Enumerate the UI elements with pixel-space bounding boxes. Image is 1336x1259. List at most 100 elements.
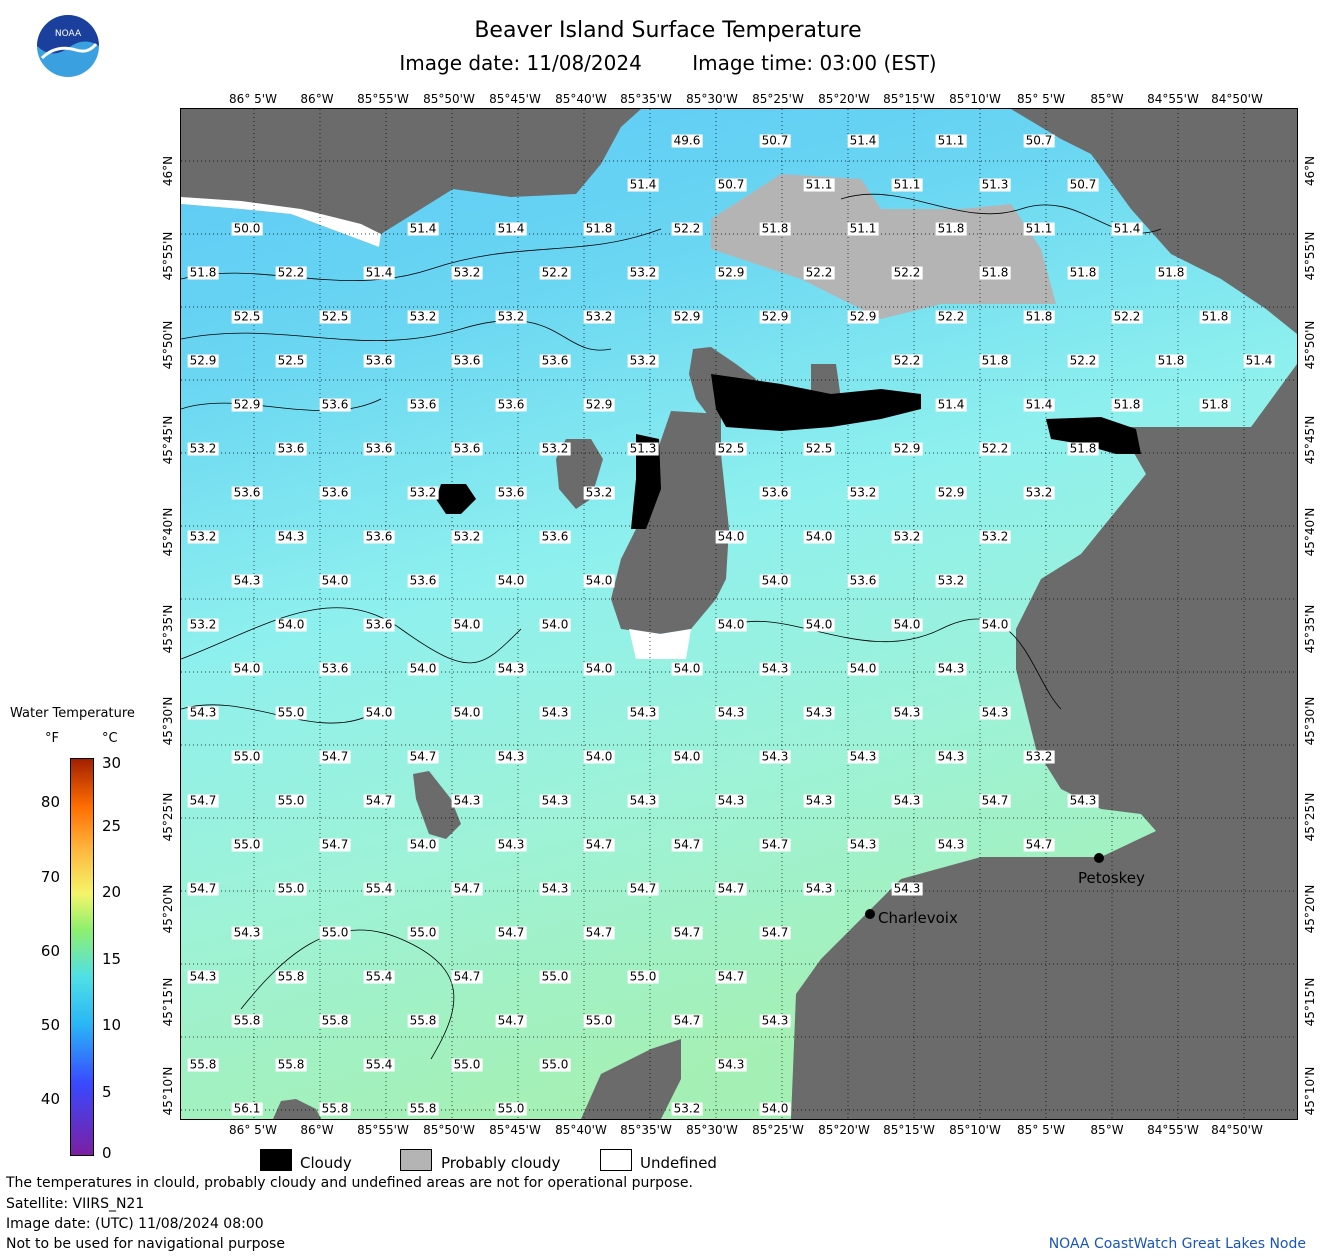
latitude-tick-label: 46°N <box>1303 155 1317 187</box>
temperature-value: 51.8 <box>935 221 967 236</box>
longitude-tick-label: 85°30'W <box>686 92 738 106</box>
temperature-value: 54.3 <box>1067 793 1099 808</box>
temperature-value: 54.7 <box>363 793 395 808</box>
longitude-tick-label: 85°55'W <box>357 92 409 106</box>
key-label-undefined: Undefined <box>640 1154 717 1172</box>
city-label-charlevoix: Charlevoix <box>878 909 958 927</box>
legend-unit-fahrenheit: °F <box>45 731 59 746</box>
temperature-value: 54.7 <box>583 837 615 852</box>
temperature-value: 54.0 <box>803 529 835 544</box>
temperature-value: 53.6 <box>319 397 351 412</box>
temperature-value: 54.7 <box>319 749 351 764</box>
temperature-value: 54.0 <box>407 661 439 676</box>
celsius-tick-label: 5 <box>102 1083 112 1101</box>
latitude-tick-label: 45°25'N <box>161 792 175 842</box>
celsius-tick-label: 0 <box>102 1144 112 1162</box>
temperature-value: 54.3 <box>627 705 659 720</box>
temperature-value: 53.2 <box>847 485 879 500</box>
temperature-value: 53.6 <box>363 441 395 456</box>
temperature-value: 54.3 <box>495 661 527 676</box>
temperature-value: 54.3 <box>187 705 219 720</box>
temperature-value: 53.6 <box>363 529 395 544</box>
temperature-value: 53.6 <box>319 661 351 676</box>
temperature-value: 55.8 <box>275 1057 307 1072</box>
temperature-value: 54.0 <box>979 617 1011 632</box>
latitude-tick-label: 45°40'N <box>161 507 175 557</box>
satellite-text: Satellite: VIIRS_N21 <box>6 1196 145 1212</box>
temperature-value: 52.5 <box>319 309 351 324</box>
temperature-value: 53.6 <box>759 485 791 500</box>
temperature-value: 54.3 <box>847 749 879 764</box>
temperature-value: 53.6 <box>451 353 483 368</box>
temperature-value: 54.0 <box>275 617 307 632</box>
longitude-tick-label: 85°20'W <box>818 1123 870 1137</box>
latitude-tick-label: 46°N <box>161 155 175 187</box>
temperature-value: 50.7 <box>1023 133 1055 148</box>
key-swatch-probably-cloudy <box>400 1149 432 1171</box>
temperature-value: 52.9 <box>759 309 791 324</box>
celsius-tick-label: 25 <box>102 817 122 835</box>
latitude-tick-label: 45°55'N <box>1303 231 1317 281</box>
temperature-value: 54.0 <box>583 573 615 588</box>
latitude-tick-label: 45°50'N <box>161 320 175 370</box>
temperature-value: 52.9 <box>671 309 703 324</box>
temperature-value: 53.6 <box>847 573 879 588</box>
temperature-value: 55.0 <box>451 1057 483 1072</box>
temperature-value: 55.0 <box>627 969 659 984</box>
temperature-value: 53.6 <box>539 353 571 368</box>
longitude-tick-label: 85°55'W <box>357 1123 409 1137</box>
temperature-value: 52.2 <box>891 353 923 368</box>
petoskey-marker <box>1094 853 1104 863</box>
temperature-value: 55.8 <box>187 1057 219 1072</box>
temperature-value: 54.7 <box>495 925 527 940</box>
latitude-tick-label: 45°55'N <box>161 231 175 281</box>
latitude-tick-label: 45°30'N <box>1303 696 1317 746</box>
temperature-value: 55.8 <box>231 1013 263 1028</box>
temperature-value: 54.7 <box>671 925 703 940</box>
temperature-value: 54.0 <box>891 617 923 632</box>
temperature-value: 54.0 <box>671 661 703 676</box>
latitude-tick-label: 45°25'N <box>1303 792 1317 842</box>
temperature-value: 51.3 <box>627 441 659 456</box>
temperature-value: 52.2 <box>935 309 967 324</box>
temperature-value: 54.7 <box>187 793 219 808</box>
celsius-tick-label: 10 <box>102 1016 122 1034</box>
latitude-tick-label: 45°15'N <box>161 977 175 1027</box>
temperature-value: 54.3 <box>759 1013 791 1028</box>
latitude-tick-label: 45°35'N <box>1303 604 1317 654</box>
longitude-tick-label: 85°10'W <box>949 92 1001 106</box>
temperature-value: 54.7 <box>671 1013 703 1028</box>
beaver-island <box>611 411 729 634</box>
temperature-value: 52.2 <box>1111 309 1143 324</box>
temperature-value: 55.0 <box>231 749 263 764</box>
longitude-tick-label: 85°45'W <box>489 1123 541 1137</box>
temperature-value: 53.2 <box>671 1101 703 1116</box>
temperature-value: 53.6 <box>539 529 571 544</box>
temperature-value: 53.2 <box>627 353 659 368</box>
temperature-value: 51.4 <box>1023 397 1055 412</box>
page-subtitle: Image date: 11/08/2024 Image time: 03:00… <box>0 51 1336 75</box>
longitude-tick-label: 85°40'W <box>555 1123 607 1137</box>
temperature-value: 53.2 <box>979 529 1011 544</box>
temperature-value: 51.8 <box>1067 441 1099 456</box>
temperature-value: 55.8 <box>275 969 307 984</box>
credit-text: NOAA CoastWatch Great Lakes Node <box>1048 1236 1306 1252</box>
latitude-tick-label: 45°45'N <box>1303 415 1317 465</box>
temperature-value: 55.0 <box>583 1013 615 1028</box>
temperature-value: 52.9 <box>715 265 747 280</box>
utc-date-text: Image date: (UTC) 11/08/2024 08:00 <box>6 1216 264 1232</box>
temperature-value: 53.6 <box>363 617 395 632</box>
longitude-tick-label: 86°W <box>300 92 334 106</box>
longitude-tick-label: 85°30'W <box>686 1123 738 1137</box>
latitude-tick-label: 45°40'N <box>1303 507 1317 557</box>
probably-cloudy-area <box>711 174 1056 319</box>
page-title: Beaver Island Surface Temperature <box>474 18 862 43</box>
temperature-value: 53.2 <box>451 529 483 544</box>
temperature-value: 54.0 <box>759 1101 791 1116</box>
temperature-value: 52.9 <box>583 397 615 412</box>
map-canvas <box>181 109 1297 1119</box>
temperature-value: 49.6 <box>671 133 703 148</box>
temperature-value: 51.4 <box>847 133 879 148</box>
temperature-value: 53.6 <box>407 397 439 412</box>
temperature-value: 53.2 <box>539 441 571 456</box>
